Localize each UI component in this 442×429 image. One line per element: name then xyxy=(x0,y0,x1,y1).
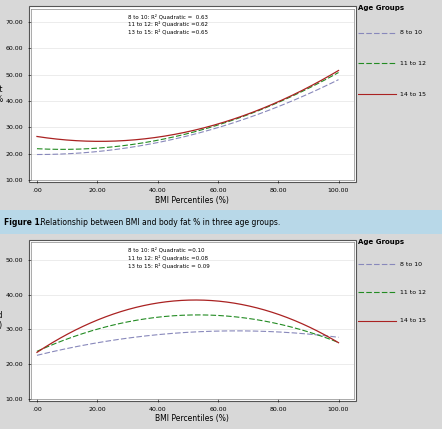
Y-axis label: Pd
(minutes): Pd (minutes) xyxy=(0,311,3,330)
Text: Figure 1.: Figure 1. xyxy=(4,218,43,227)
Text: 14 to 15: 14 to 15 xyxy=(400,318,426,323)
Text: Age Groups: Age Groups xyxy=(358,5,404,11)
X-axis label: BMI Percentiles (%): BMI Percentiles (%) xyxy=(155,414,229,423)
Y-axis label: Fat
%: Fat % xyxy=(0,85,3,104)
Text: 8 to 10: R² Quadratic =  0.63
11 to 12: R² Quadratic =0.62
13 to 15: R² Quadrati: 8 to 10: R² Quadratic = 0.63 11 to 12: R… xyxy=(128,14,208,35)
Text: Relationship between BMI and body fat % in three age groups.: Relationship between BMI and body fat % … xyxy=(38,218,280,227)
Text: 8 to 10: 8 to 10 xyxy=(400,30,422,35)
Text: 14 to 15: 14 to 15 xyxy=(400,92,426,97)
Text: 8 to 10: R² Quadratic =0.10
11 to 12: R² Quadratic =0.08
13 to 15: R² Quadratic : 8 to 10: R² Quadratic =0.10 11 to 12: R²… xyxy=(128,247,210,268)
X-axis label: BMI Percentiles (%): BMI Percentiles (%) xyxy=(155,196,229,205)
Text: 8 to 10: 8 to 10 xyxy=(400,262,422,267)
Text: 11 to 12: 11 to 12 xyxy=(400,61,426,66)
Text: 11 to 12: 11 to 12 xyxy=(400,290,426,295)
Text: Age Groups: Age Groups xyxy=(358,239,404,245)
